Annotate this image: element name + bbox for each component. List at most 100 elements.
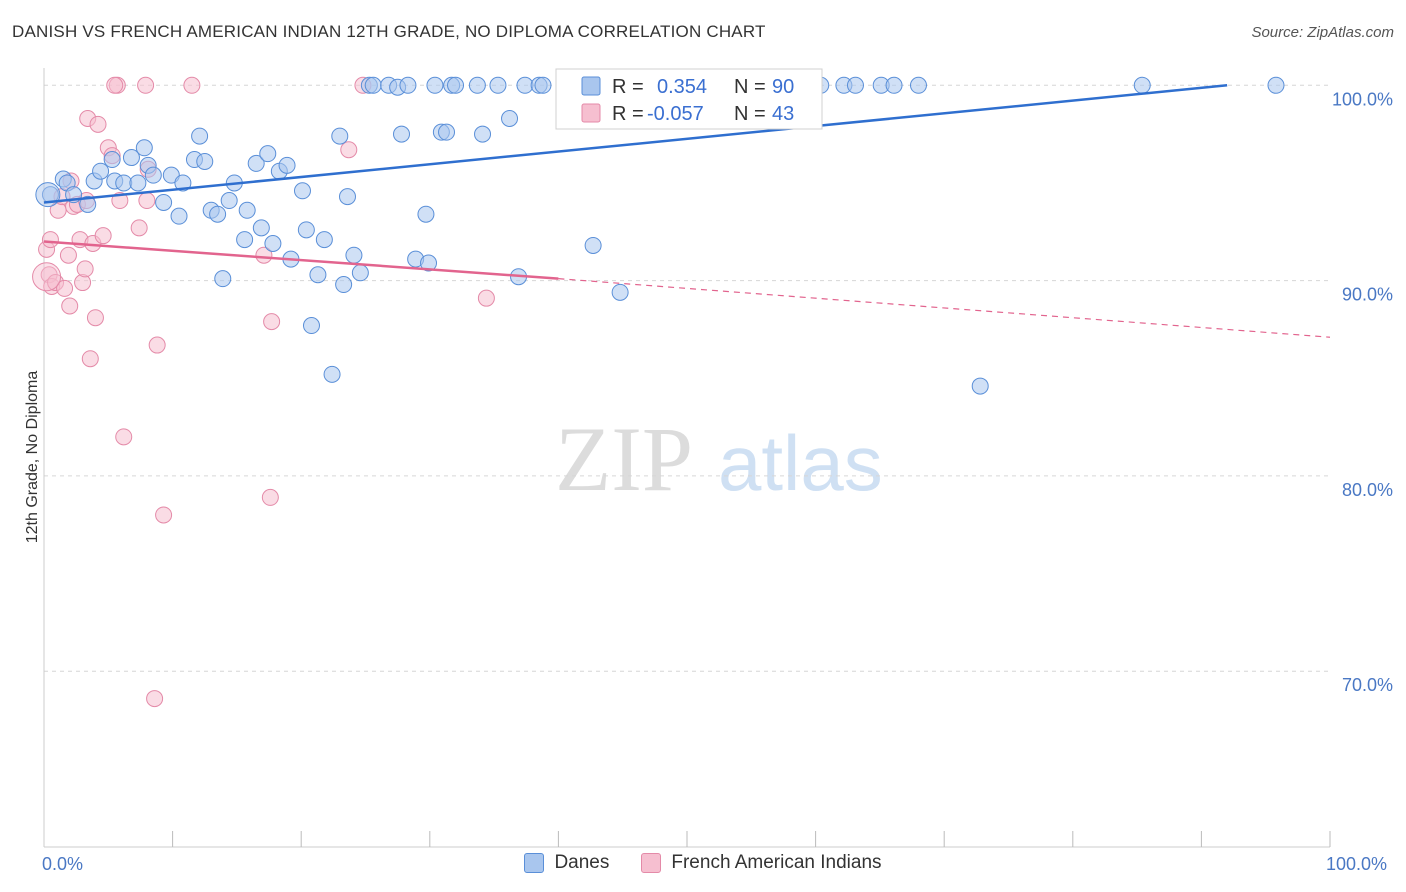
y-tick-label-90: 90.0% [1342, 285, 1393, 305]
french-point-28 [130, 219, 148, 237]
french-point-20 [86, 309, 104, 327]
danes-trend-line [43, 84, 1228, 204]
danes-point-52 [399, 76, 417, 94]
danes-point-62 [474, 125, 492, 143]
danes-point-86 [1133, 76, 1151, 94]
french-point-15 [76, 260, 94, 278]
danes-point-38 [302, 317, 320, 335]
legend-n-value-danes: 90 [772, 76, 794, 98]
legend-label-danes: Danes [554, 852, 610, 873]
french-point-8 [59, 246, 77, 264]
danes-point-55 [420, 254, 438, 272]
danes-point-87 [1267, 76, 1285, 94]
danes-point-28 [238, 201, 256, 219]
french-point-7 [56, 279, 74, 297]
danes-point-9 [115, 174, 133, 192]
danes-point-18 [174, 174, 192, 192]
french-point-2 [41, 231, 59, 249]
french-point-39 [340, 141, 358, 159]
danes-point-82 [846, 76, 864, 94]
danes-point-44 [338, 188, 356, 206]
danes-point-7 [103, 151, 121, 169]
legend-r-label-danes: R = [612, 76, 644, 98]
x-tick-label-max: 100.0% [1326, 854, 1387, 874]
french-point-21 [89, 115, 107, 133]
danes-point-17 [170, 207, 188, 225]
danes-point-66 [516, 76, 534, 94]
danes-point-15 [155, 193, 173, 211]
danes-point-68 [534, 76, 552, 94]
french-point-cluster [32, 262, 62, 292]
danes-point-6 [92, 162, 110, 180]
watermark-atlas: atlas [718, 419, 883, 507]
danes-point-24 [214, 270, 232, 288]
danes-point-64 [501, 109, 519, 127]
danes-point-29 [247, 154, 265, 172]
stats-legend: R = 0.354 N = 90 R = -0.057 N = 43 [555, 68, 823, 130]
danes-point-40 [315, 231, 333, 249]
y-tick-labels: 70.0% 80.0% 90.0% 100.0% [1332, 89, 1393, 695]
french-point-9 [61, 297, 79, 315]
danes-point-84 [885, 76, 903, 94]
trend-lines [43, 84, 1331, 338]
legend-r-value-french: -0.057 [647, 103, 704, 125]
legend-swatch-danes-bottom [524, 853, 545, 873]
french-point-32 [146, 690, 164, 708]
danes-point-20 [191, 127, 209, 145]
legend-label-french: French American Indians [671, 852, 882, 873]
french-point-38 [263, 313, 281, 331]
danes-point-27 [236, 231, 254, 249]
danes-point-56 [426, 76, 444, 94]
french-point-35 [183, 76, 201, 94]
french-points [32, 76, 495, 708]
gridlines [44, 84, 1330, 672]
french-point-34 [155, 506, 173, 524]
series-legend: Danes French American Indians [0, 852, 1406, 874]
french-point-36 [255, 246, 273, 264]
legend-r-value-danes: 0.354 [657, 76, 707, 98]
danes-point-34 [278, 156, 296, 174]
danes-point-90 [971, 377, 989, 395]
danes-point-61 [468, 76, 486, 94]
danes-point-48 [364, 76, 382, 94]
legend-n-value-french: 43 [772, 103, 794, 125]
french-point-27 [115, 428, 133, 446]
danes-point-12 [135, 139, 153, 157]
french-trend-line [43, 240, 559, 280]
legend-n-label-french: N = [734, 103, 766, 125]
danes-point-85 [909, 76, 927, 94]
danes-point-88 [584, 236, 602, 254]
x-tick-label-min: 0.0% [42, 854, 83, 874]
chart-title: DANISH VS FRENCH AMERICAN INDIAN 12TH GR… [12, 22, 766, 41]
source-label: Source: ZipAtlas.com [1251, 24, 1394, 41]
y-tick-label-70: 70.0% [1342, 675, 1393, 695]
french-point-29 [137, 76, 155, 94]
danes-point-45 [345, 246, 363, 264]
danes-point-4 [79, 195, 97, 213]
legend-item-french[interactable]: French American Indians [641, 852, 882, 874]
french-point-37 [261, 488, 279, 506]
legend-item-danes[interactable]: Danes [524, 852, 609, 874]
legend-swatch-danes [581, 76, 601, 96]
y-tick-label-80: 80.0% [1342, 480, 1393, 500]
french-point-42 [106, 76, 124, 94]
french-point-18 [81, 350, 99, 368]
danes-point-32 [264, 234, 282, 252]
danes-point-25 [220, 192, 238, 210]
legend-swatch-french-bottom [641, 853, 662, 873]
danes-point-43 [335, 276, 353, 294]
french-point-30 [138, 192, 156, 210]
y-tick-label-100: 100.0% [1332, 89, 1393, 109]
legend-r-label-french: R = [612, 103, 644, 125]
danes-point-10 [122, 149, 140, 167]
french-point-22 [94, 227, 112, 245]
french-trend-extension [558, 278, 1331, 338]
french-point-33 [148, 336, 166, 354]
watermark-zip: ZIP [555, 408, 693, 510]
danes-point-21 [196, 152, 214, 170]
danes-point-63 [489, 76, 507, 94]
danes-point-11 [129, 174, 147, 192]
danes-point-41 [323, 365, 341, 383]
legend-n-label-danes: N = [734, 76, 766, 98]
